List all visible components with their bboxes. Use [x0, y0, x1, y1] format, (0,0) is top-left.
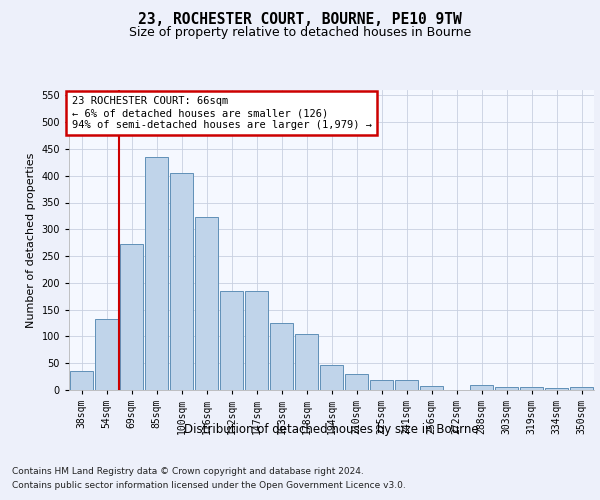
- Bar: [220, 292, 243, 390]
- Text: 23, ROCHESTER COURT, BOURNE, PE10 9TW: 23, ROCHESTER COURT, BOURNE, PE10 9TW: [138, 12, 462, 28]
- Bar: [570, 387, 593, 390]
- Bar: [470, 384, 493, 390]
- Bar: [370, 380, 393, 390]
- Text: Contains public sector information licensed under the Open Government Licence v3: Contains public sector information licen…: [12, 481, 406, 490]
- Bar: [170, 173, 193, 390]
- Y-axis label: Number of detached properties: Number of detached properties: [26, 152, 36, 328]
- Bar: [70, 371, 93, 390]
- Bar: [195, 217, 218, 390]
- Bar: [545, 388, 568, 390]
- Bar: [395, 380, 418, 390]
- Bar: [245, 292, 268, 390]
- Bar: [295, 334, 318, 390]
- Bar: [420, 386, 443, 390]
- Bar: [320, 366, 343, 390]
- Text: 23 ROCHESTER COURT: 66sqm
← 6% of detached houses are smaller (126)
94% of semi-: 23 ROCHESTER COURT: 66sqm ← 6% of detach…: [71, 96, 371, 130]
- Text: Size of property relative to detached houses in Bourne: Size of property relative to detached ho…: [129, 26, 471, 39]
- Bar: [145, 157, 168, 390]
- Bar: [120, 244, 143, 390]
- Bar: [95, 319, 118, 390]
- Bar: [495, 388, 518, 390]
- Bar: [345, 374, 368, 390]
- Text: Distribution of detached houses by size in Bourne: Distribution of detached houses by size …: [184, 422, 479, 436]
- Text: Contains HM Land Registry data © Crown copyright and database right 2024.: Contains HM Land Registry data © Crown c…: [12, 468, 364, 476]
- Bar: [520, 388, 543, 390]
- Bar: [270, 322, 293, 390]
